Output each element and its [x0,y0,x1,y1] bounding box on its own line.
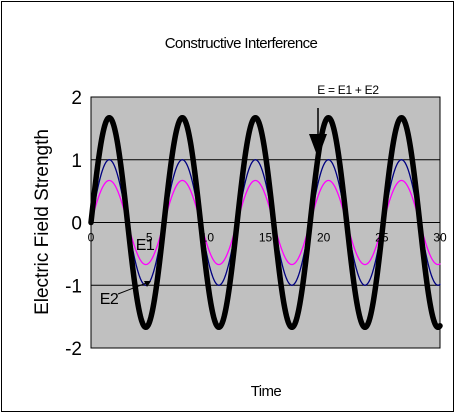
sum-annotation-label: E = E1 + E2 [317,83,379,97]
y-axis-label: Electric Field Strength [32,129,53,315]
x-tick-label-2: 10 [201,231,215,245]
x-tick-label-0: 0 [88,231,95,245]
series-line-2 [88,114,443,331]
y-tick-label-2: 0 [71,214,82,235]
e2-annotation-arrowhead [144,281,151,287]
e1-annotation-label: E1 [136,237,155,254]
x-tick-label-1: 5 [146,231,153,245]
x-tick-label-3: 15 [259,231,273,245]
x-tick-label-4: 20 [317,231,331,245]
e2-annotation-label: E2 [100,291,119,308]
e2-annotation-arrow [117,281,150,295]
y-tick-label-0: -2 [65,339,82,360]
y-tick-label-4: 2 [71,88,82,109]
sum-annotation-arrowhead [309,134,327,158]
x-tick-label-6: 30 [433,231,447,245]
y-tick-label-3: 1 [71,151,82,172]
chart-title: Constructive Interference [165,35,318,52]
x-axis-label: Time [251,383,282,400]
y-tick-label-1: -1 [65,276,82,297]
x-tick-label-5: 25 [375,231,389,245]
